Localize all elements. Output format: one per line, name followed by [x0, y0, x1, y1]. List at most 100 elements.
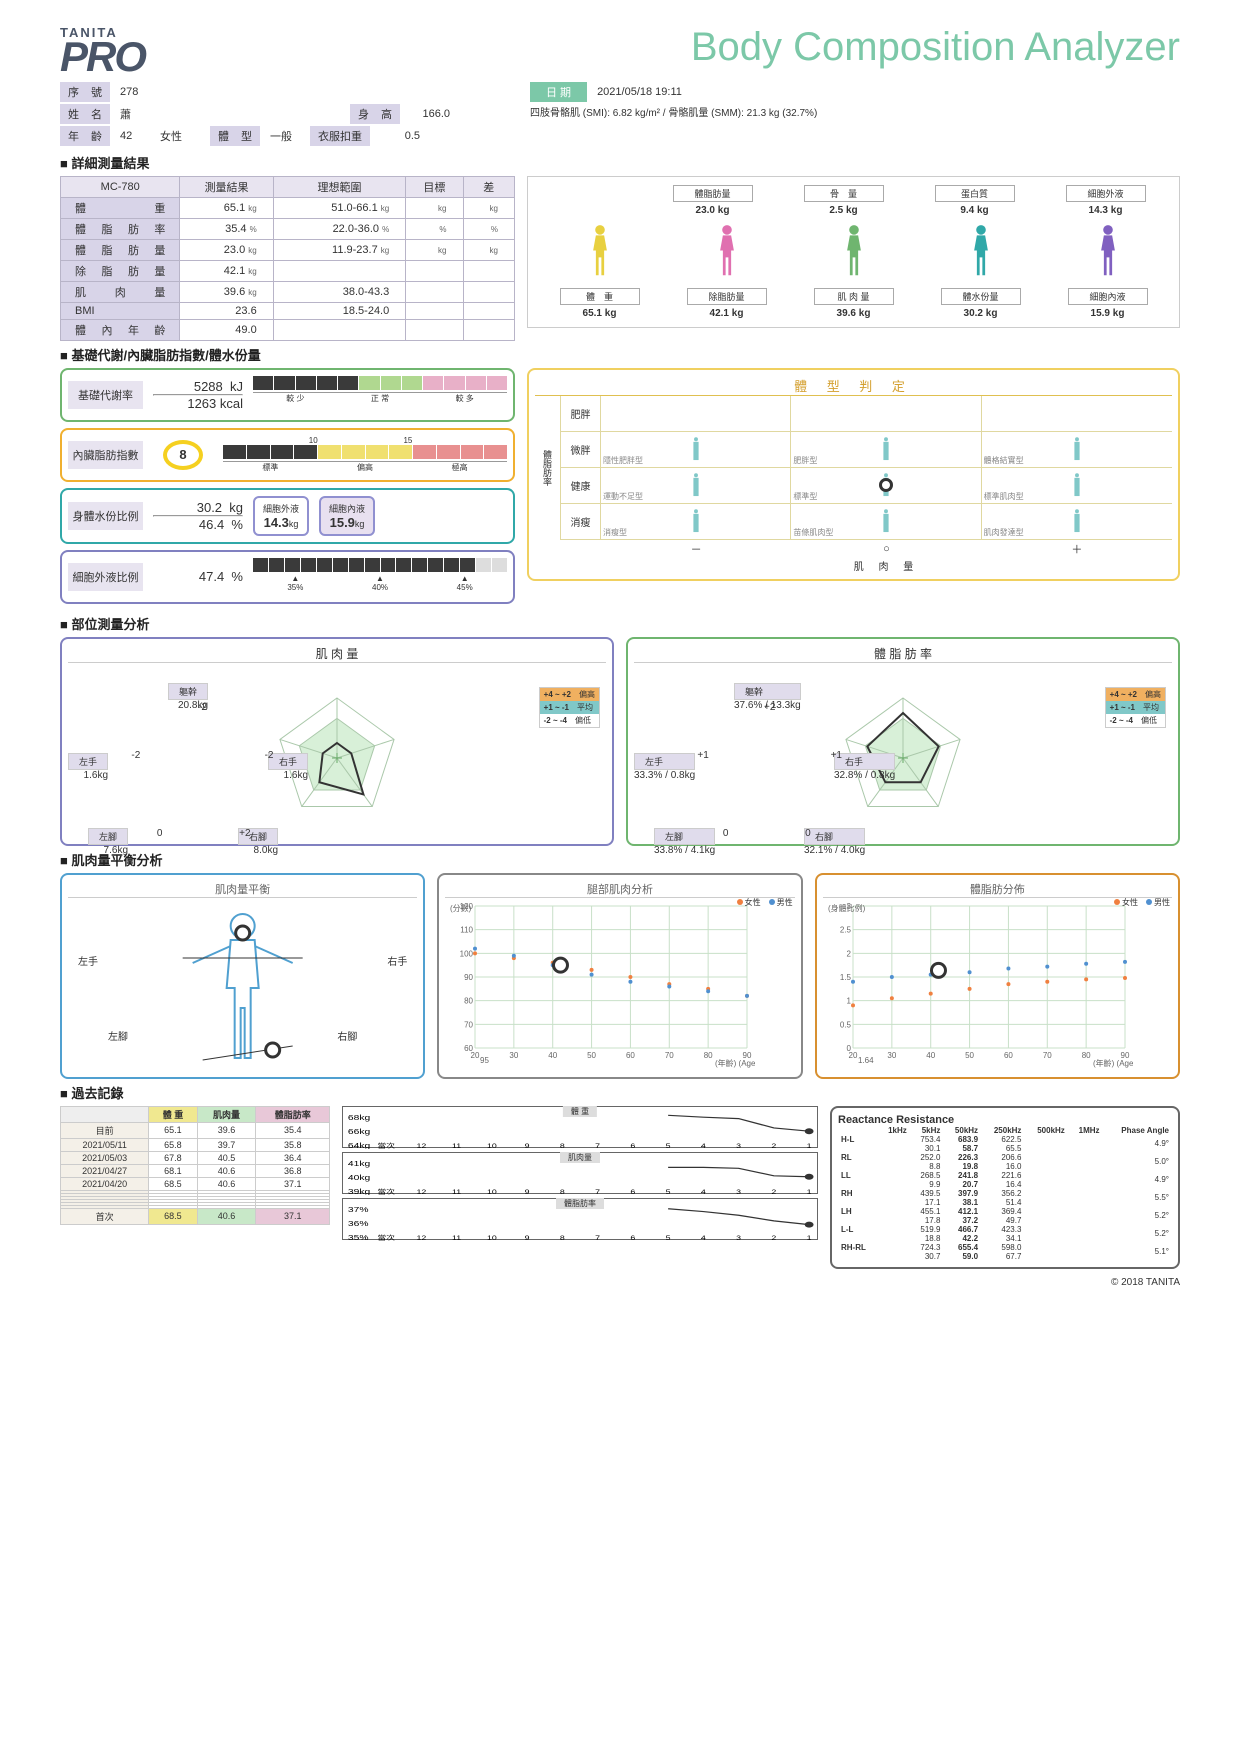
svg-text:1.5: 1.5 [840, 973, 852, 982]
svg-text:110: 110 [461, 925, 474, 934]
svg-text:20: 20 [471, 1051, 480, 1060]
leg-chart: 腿部肌肉分析女性男性607080901001101202030405060708… [437, 873, 802, 1079]
name-label: 姓 名 [60, 104, 110, 124]
svg-text:40kg: 40kg [348, 1173, 370, 1181]
history-table: 體 重肌肉量體脂肪率目前65.139.635.42021/05/1165.839… [60, 1106, 330, 1225]
fat-dist-chart: 體脂肪分佈女性男性00.511.522.5320304050607080901.… [815, 873, 1180, 1079]
svg-text:8: 8 [560, 1188, 565, 1195]
svg-text:2: 2 [846, 949, 851, 958]
svg-text:4: 4 [701, 1142, 706, 1149]
svg-text:12: 12 [416, 1142, 426, 1149]
section-detailed: ■ 詳細測量結果 [60, 153, 1180, 172]
name-value: 蕭 [110, 104, 350, 124]
svg-text:4: 4 [701, 1188, 706, 1195]
silhouette-box: 體脂肪量23.0 kg骨 量2.5 kg蛋白質9.4 kg細胞外液14.3 kg… [527, 176, 1180, 328]
svg-text:(年齡) (Age): (年齡) (Age) [715, 1058, 755, 1068]
svg-text:68kg: 68kg [348, 1113, 370, 1121]
svg-text:7: 7 [595, 1234, 600, 1241]
svg-text:39kg: 39kg [348, 1187, 370, 1194]
svg-text:80: 80 [704, 1051, 713, 1060]
top-info: 序 號278 姓 名蕭 身 高166.0 年 齡42 女性 體 型一般 衣服扣重… [60, 82, 1180, 148]
svg-text:2: 2 [771, 1142, 776, 1149]
serial-label: 序 號 [60, 82, 110, 102]
clothes-value: 0.5 [370, 128, 430, 144]
svg-text:7: 7 [595, 1188, 600, 1195]
svg-text:1: 1 [807, 1188, 812, 1195]
height-value: 166.0 [400, 106, 460, 122]
footer: © 2018 TANITA [60, 1277, 1180, 1288]
svg-text:2: 2 [771, 1188, 776, 1195]
svg-text:當次: 當次 [377, 1187, 395, 1194]
svg-text:10: 10 [487, 1188, 497, 1195]
svg-text:40: 40 [926, 1051, 935, 1060]
svg-text:64kg: 64kg [348, 1141, 370, 1148]
svg-text:35%: 35% [348, 1233, 369, 1240]
svg-text:4: 4 [701, 1234, 706, 1241]
svg-text:50: 50 [965, 1051, 974, 1060]
svg-text:70: 70 [1042, 1051, 1051, 1060]
serial-value: 278 [110, 84, 148, 100]
muscle-balance: 肌肉量平衡 左手 右手 左腳 右腳 [60, 873, 425, 1079]
bodytype-label: 體 型 [210, 126, 260, 146]
svg-text:90: 90 [464, 973, 473, 982]
page-title: Body Composition Analyzer [691, 25, 1180, 70]
svg-text:70: 70 [464, 1020, 473, 1029]
section-balance: ■ 肌肉量平衡分析 [60, 850, 1180, 869]
smi-text: 四肢骨骼肌 (SMI): 6.82 kg/m² / 骨骼肌量 (SMM): 21… [530, 104, 817, 119]
svg-text:1.64: 1.64 [858, 1056, 874, 1065]
svg-text:41kg: 41kg [348, 1159, 370, 1167]
date-value: 2021/05/18 19:11 [587, 84, 692, 100]
svg-text:10: 10 [487, 1142, 497, 1149]
product-text: PRO [60, 40, 145, 74]
svg-text:9: 9 [525, 1142, 530, 1149]
svg-text:70: 70 [665, 1051, 674, 1060]
svg-text:9: 9 [525, 1234, 530, 1241]
svg-text:2.5: 2.5 [840, 925, 852, 934]
section-history: ■ 過去記錄 [60, 1083, 1180, 1102]
gender-value: 女性 [150, 126, 210, 146]
svg-text:8: 8 [560, 1142, 565, 1149]
svg-text:36%: 36% [348, 1219, 369, 1227]
svg-text:6: 6 [630, 1234, 635, 1241]
svg-text:3: 3 [736, 1142, 741, 1149]
clothes-label: 衣服扣重 [310, 126, 370, 146]
body-type-panel: 體 型 判 定 體脂肪率肥胖微胖隱性肥胖型肥胖型體格結實型健康運動不足型標準型標… [527, 368, 1180, 581]
svg-text:11: 11 [452, 1142, 461, 1149]
svg-text:40: 40 [549, 1051, 558, 1060]
svg-text:12: 12 [416, 1234, 426, 1241]
logo: TANITA PRO [60, 25, 145, 74]
svg-text:5: 5 [666, 1142, 671, 1149]
svg-text:30: 30 [887, 1051, 896, 1060]
svg-text:6: 6 [630, 1188, 635, 1195]
svg-text:10: 10 [487, 1234, 497, 1241]
date-label: 日 期 [530, 82, 587, 102]
svg-text:50: 50 [587, 1051, 596, 1060]
height-label: 身 高 [350, 104, 400, 124]
svg-text:(年齡) (Age): (年齡) (Age) [1093, 1058, 1133, 1068]
svg-text:當次: 當次 [377, 1233, 395, 1240]
svg-text:(分數): (分數) [450, 903, 472, 913]
age-label: 年 齡 [60, 126, 110, 146]
svg-text:95: 95 [480, 1056, 489, 1065]
svg-text:1: 1 [846, 996, 851, 1005]
svg-text:9: 9 [525, 1188, 530, 1195]
bodytype-value: 一般 [260, 126, 310, 146]
svg-text:60: 60 [626, 1051, 635, 1060]
svg-text:1: 1 [807, 1234, 812, 1241]
svg-text:7: 7 [595, 1142, 600, 1149]
header: TANITA PRO Body Composition Analyzer [60, 25, 1180, 74]
svg-text:30: 30 [510, 1051, 519, 1060]
radar-muscle: 肌 肉 量軀幹20.8kg-2右手1.6kg-2右腳8.0kg+2左腳7.6kg… [60, 637, 614, 846]
svg-text:1: 1 [807, 1142, 812, 1149]
svg-text:12: 12 [416, 1188, 426, 1195]
svg-text:當次: 當次 [377, 1141, 395, 1148]
svg-text:6: 6 [630, 1142, 635, 1149]
svg-text:80: 80 [1081, 1051, 1090, 1060]
svg-text:8: 8 [560, 1234, 565, 1241]
svg-text:2: 2 [771, 1234, 776, 1241]
trend-charts: 體 重64kg66kg68kg當次121110987654321肌肉量39kg4… [342, 1106, 818, 1269]
result-table: MC-780測量結果理想範圍目標差體 重65.1 kg51.0-66.1 kgk… [60, 176, 515, 341]
svg-text:66kg: 66kg [348, 1127, 370, 1135]
svg-text:20: 20 [848, 1051, 857, 1060]
svg-text:11: 11 [452, 1234, 461, 1241]
